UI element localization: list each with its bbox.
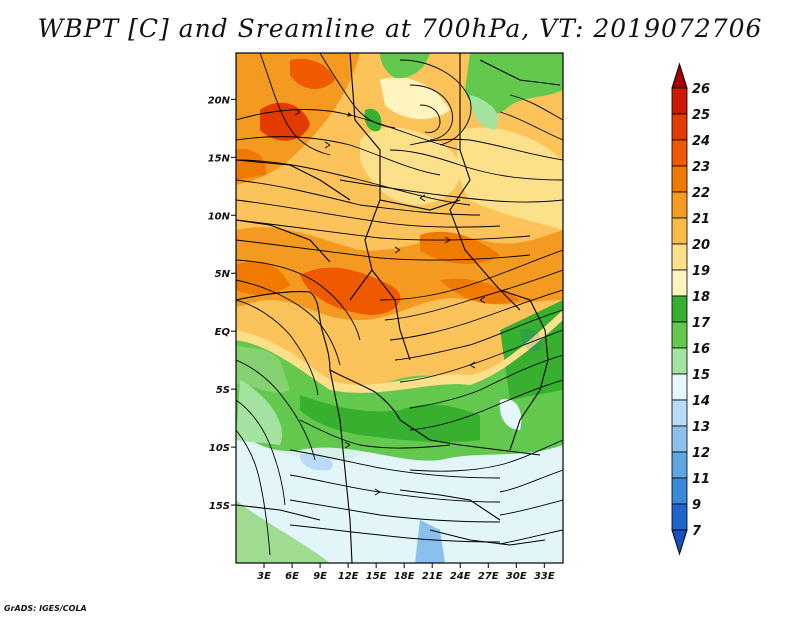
y-tick-label: 15S	[209, 501, 230, 512]
x-tick-label: 21E	[422, 571, 443, 582]
colorbar-label: 17	[692, 316, 711, 331]
x-tick-label: 24E	[450, 571, 471, 582]
colorbar-label: 18	[692, 290, 710, 305]
temperature-field	[236, 53, 563, 563]
colorbar-segment	[671, 217, 688, 245]
chart-title: WBPT [C] and Sreamline at 700hPa, VT: 20…	[37, 14, 763, 43]
colorbar-segment	[671, 191, 688, 219]
colorbar-segment	[671, 139, 688, 167]
x-tick-label: 3E	[257, 571, 271, 582]
streamlines	[236, 53, 563, 556]
colorbar-label: 7	[692, 524, 702, 539]
colorbar-segment	[671, 165, 688, 193]
colorbar-segment	[671, 425, 688, 453]
colorbar-label: 20	[692, 238, 710, 253]
y-tick-label: 5S	[216, 385, 230, 396]
colorbar-label: 21	[692, 212, 710, 227]
colorbar-label: 23	[692, 160, 710, 175]
colorbar-segment	[671, 399, 688, 427]
colorbar-segment	[671, 451, 688, 479]
colorbar-segment	[671, 295, 688, 323]
colorbar-label: 24	[692, 134, 710, 149]
x-tick-label: 18E	[394, 571, 415, 582]
x-axis: 3E 6E 9E 12E 15E 18E 21E 24E 27E 30E 33E	[257, 563, 555, 582]
footer-credit: GrADS: IGES/COLA	[4, 604, 87, 613]
y-tick-label: 20N	[208, 95, 231, 106]
colorbar-label: 11	[692, 472, 710, 487]
y-tick-label: 5N	[215, 269, 231, 280]
colorbar-segment	[671, 347, 688, 375]
colorbar-top-triangle	[671, 62, 688, 89]
x-tick-label: 6E	[285, 571, 299, 582]
colorbar-label: 26	[692, 82, 710, 97]
colorbar-label: 15	[692, 368, 710, 383]
colorbar-label: 19	[692, 264, 710, 279]
x-tick-label: 27E	[478, 571, 499, 582]
colorbar-label: 13	[692, 420, 710, 435]
x-tick-label: 12E	[338, 571, 359, 582]
colorbar-label: 9	[692, 498, 701, 513]
colorbar-segment	[671, 503, 688, 531]
colorbar-segment	[671, 373, 688, 401]
x-tick-label: 9E	[313, 571, 327, 582]
x-tick-label: 33E	[534, 571, 555, 582]
colorbar-segment	[671, 87, 688, 115]
colorbar-label: 22	[692, 186, 710, 201]
colorbar-bottom-triangle	[671, 529, 688, 556]
colorbar-segment	[671, 243, 688, 271]
colorbar-label: 16	[692, 342, 710, 357]
map-frame	[235, 52, 564, 564]
y-tick-label: EQ	[215, 327, 231, 338]
colorbar-segment	[671, 321, 688, 349]
colorbar-label: 14	[692, 394, 710, 409]
colorbar-segment	[671, 477, 688, 505]
y-axis: 20N 15N 10N 5N EQ 5S 10S 15S	[208, 95, 236, 512]
x-tick-label: 15E	[366, 571, 387, 582]
colorbar: 26 25 24 23 22 21 20 19 18 17 16 15 14 13 12 11 9 7	[671, 62, 711, 556]
y-tick-label: 15N	[208, 153, 231, 164]
y-tick-label: 10S	[209, 443, 230, 454]
colorbar-segment	[671, 113, 688, 141]
x-tick-label: 30E	[506, 571, 527, 582]
country-borders	[236, 53, 561, 563]
colorbar-label: 12	[692, 446, 710, 461]
colorbar-label: 25	[692, 108, 710, 123]
y-tick-label: 10N	[208, 211, 231, 222]
colorbar-segment	[671, 269, 688, 297]
